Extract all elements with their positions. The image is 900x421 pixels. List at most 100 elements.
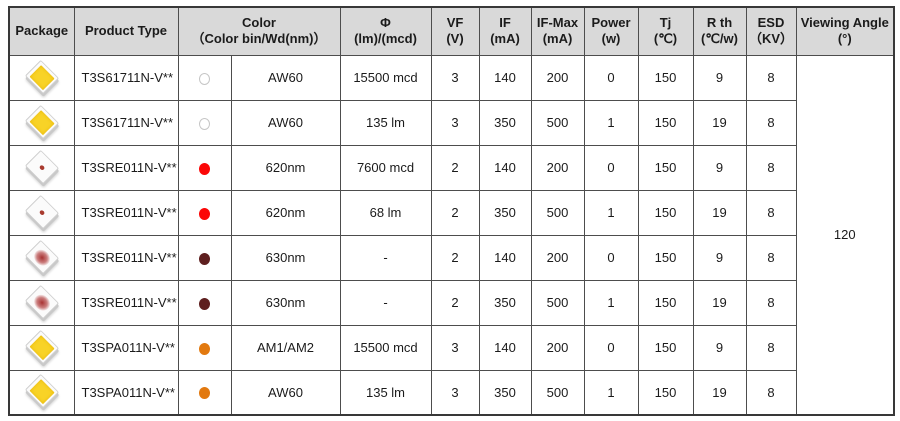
product-type-cell: T3SPA011N-V** bbox=[73, 369, 179, 416]
if-max-cell: 200 bbox=[530, 144, 585, 191]
color-dot-cell bbox=[177, 369, 232, 416]
rth-cell: 19 bbox=[692, 369, 747, 416]
esd-cell: 8 bbox=[745, 324, 797, 371]
led-chip-emitter bbox=[38, 163, 46, 170]
product-type-cell: T3SPA011N-V** bbox=[73, 324, 179, 371]
if-max-cell: 200 bbox=[530, 234, 585, 281]
led-chip-icon bbox=[21, 284, 63, 321]
header-if-max: IF-Max (mA) bbox=[530, 6, 585, 56]
color-bin-dot bbox=[199, 207, 210, 220]
rth-cell: 19 bbox=[692, 279, 747, 326]
table-row: T3SRE011N-V** 630nm - 2 350 500 1 150 19… bbox=[8, 279, 894, 326]
color-dot-cell bbox=[177, 99, 232, 146]
color-bin-dot bbox=[199, 72, 210, 85]
if-cell: 350 bbox=[478, 189, 532, 236]
tj-cell: 150 bbox=[637, 324, 694, 371]
rth-cell: 9 bbox=[692, 54, 747, 101]
tj-cell: 150 bbox=[637, 144, 694, 191]
esd-cell: 8 bbox=[745, 99, 797, 146]
table-row: T3SPA011N-V** AM1/AM2 15500 mcd 3 140 20… bbox=[8, 324, 894, 371]
product-type-cell: T3SRE011N-V** bbox=[73, 279, 179, 326]
power-cell: 1 bbox=[583, 99, 639, 146]
led-chip-face bbox=[24, 374, 59, 409]
led-chip-emitter bbox=[29, 378, 55, 404]
led-chip-face bbox=[24, 194, 59, 229]
power-cell: 1 bbox=[583, 369, 639, 416]
power-cell: 0 bbox=[583, 54, 639, 101]
tj-cell: 150 bbox=[637, 99, 694, 146]
flux-cell: - bbox=[339, 279, 432, 326]
tj-cell: 150 bbox=[637, 54, 694, 101]
color-bin-dot bbox=[199, 162, 210, 175]
color-bin-dot bbox=[199, 297, 210, 310]
vf-cell: 2 bbox=[430, 279, 480, 326]
header-power: Power (w) bbox=[583, 6, 639, 56]
if-cell: 140 bbox=[478, 234, 532, 281]
header-rth: R th (℃/w) bbox=[692, 6, 747, 56]
vf-cell: 2 bbox=[430, 234, 480, 281]
led-chip-emitter bbox=[30, 290, 53, 313]
header-package: Package bbox=[8, 6, 75, 56]
rth-cell: 9 bbox=[692, 234, 747, 281]
rth-cell: 19 bbox=[692, 189, 747, 236]
tj-cell: 150 bbox=[637, 234, 694, 281]
product-type-cell: T3SRE011N-V** bbox=[73, 189, 179, 236]
color-bin-cell: 630nm bbox=[230, 279, 341, 326]
vf-cell: 3 bbox=[430, 369, 480, 416]
if-cell: 350 bbox=[478, 99, 532, 146]
table-row: T3S61711N-V** AW60 15500 mcd 3 140 200 0… bbox=[8, 54, 895, 416]
color-bin-cell: AM1/AM2 bbox=[230, 324, 341, 371]
if-cell: 350 bbox=[478, 369, 532, 416]
esd-cell: 8 bbox=[745, 279, 797, 326]
if-max-cell: 500 bbox=[530, 279, 585, 326]
package-cell bbox=[8, 279, 75, 326]
flux-cell: 135 lm bbox=[339, 99, 432, 146]
esd-cell: 8 bbox=[745, 234, 797, 281]
flux-cell: 135 lm bbox=[339, 369, 432, 416]
package-cell bbox=[8, 144, 75, 191]
esd-cell: 8 bbox=[745, 369, 797, 416]
product-type-cell: T3SRE011N-V** bbox=[73, 234, 179, 281]
package-cell bbox=[8, 324, 75, 371]
color-bin-cell: AW60 bbox=[230, 369, 341, 416]
if-max-cell: 200 bbox=[530, 54, 585, 101]
rth-cell: 19 bbox=[692, 99, 747, 146]
if-max-cell: 500 bbox=[530, 369, 585, 416]
color-bin-cell: 620nm bbox=[230, 144, 341, 191]
viewing-angle-value: 120 bbox=[795, 54, 895, 416]
led-chip-icon bbox=[21, 149, 63, 186]
table-row: T3SRE011N-V** 620nm 68 lm 2 350 500 1 15… bbox=[8, 189, 894, 236]
if-cell: 140 bbox=[478, 144, 532, 191]
led-chip-face bbox=[24, 329, 59, 364]
vf-cell: 2 bbox=[430, 189, 480, 236]
led-chip-icon bbox=[21, 104, 63, 141]
esd-cell: 8 bbox=[745, 54, 797, 101]
power-cell: 0 bbox=[583, 144, 639, 191]
led-chip-emitter bbox=[38, 208, 46, 215]
package-cell bbox=[8, 54, 75, 101]
table-row: T3SRE011N-V** 620nm 7600 mcd 2 140 200 0… bbox=[8, 144, 894, 191]
if-max-cell: 200 bbox=[530, 324, 585, 371]
tj-cell: 150 bbox=[637, 369, 694, 416]
rth-cell: 9 bbox=[692, 144, 747, 191]
color-dot-cell bbox=[177, 234, 232, 281]
header-if: IF (mA) bbox=[478, 6, 532, 56]
led-spec-table: Package Product Type Color （Color bin/Wd… bbox=[8, 6, 895, 416]
color-dot-cell bbox=[177, 189, 232, 236]
if-max-cell: 500 bbox=[530, 189, 585, 236]
color-bin-dot bbox=[199, 117, 210, 130]
led-chip-emitter bbox=[29, 64, 55, 89]
header-tj: Tj (℃) bbox=[637, 6, 694, 56]
color-dot-cell bbox=[177, 144, 232, 191]
power-cell: 1 bbox=[583, 279, 639, 326]
led-chip-icon bbox=[21, 239, 63, 276]
color-bin-cell: AW60 bbox=[230, 99, 341, 146]
table-row: T3S61711N-V** AW60 135 lm 3 350 500 1 15… bbox=[8, 99, 894, 146]
package-cell bbox=[8, 234, 75, 281]
led-chip-face bbox=[24, 149, 59, 184]
power-cell: 0 bbox=[583, 234, 639, 281]
color-dot-cell bbox=[177, 279, 232, 326]
led-chip-icon bbox=[21, 59, 63, 96]
color-bin-cell: AW60 bbox=[230, 54, 341, 101]
